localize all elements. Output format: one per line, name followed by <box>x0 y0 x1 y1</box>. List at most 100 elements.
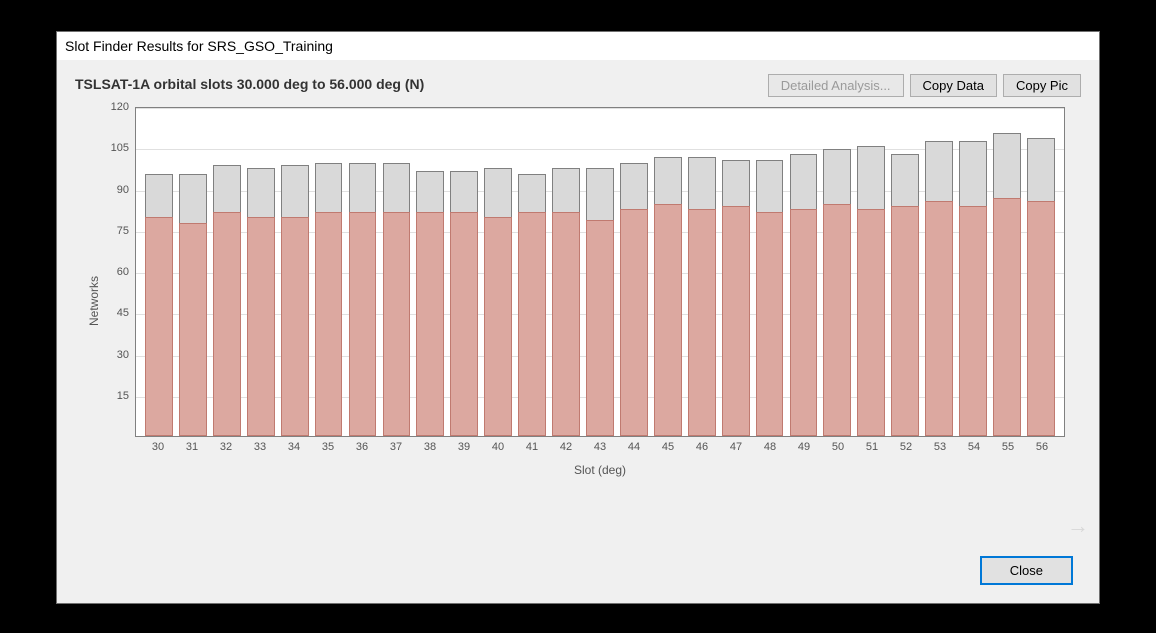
x-tick-label: 34 <box>277 441 311 459</box>
x-tick-label: 42 <box>549 441 583 459</box>
bar-slot <box>922 108 956 436</box>
close-button[interactable]: Close <box>980 556 1073 585</box>
bar <box>1027 138 1055 436</box>
bar-segment-upper <box>450 171 478 212</box>
bar <box>790 154 818 436</box>
detailed-analysis-button: Detailed Analysis... <box>768 74 904 97</box>
bar-segment-upper <box>620 163 648 209</box>
x-tick-label: 39 <box>447 441 481 459</box>
bar <box>281 165 309 436</box>
bar-slot <box>312 108 346 436</box>
bar-slot <box>481 108 515 436</box>
x-tick-label: 56 <box>1025 441 1059 459</box>
plot-area <box>135 107 1065 437</box>
y-tick-label: 105 <box>111 142 129 154</box>
y-tick-label: 30 <box>117 349 129 361</box>
bar-slot <box>379 108 413 436</box>
bar <box>823 149 851 436</box>
results-window: Slot Finder Results for SRS_GSO_Training… <box>56 31 1100 604</box>
x-tick-label: 51 <box>855 441 889 459</box>
bar-slot <box>583 108 617 436</box>
bar-slot <box>753 108 787 436</box>
bar-segment-lower <box>993 198 1021 436</box>
bar-segment-lower <box>179 223 207 436</box>
bar <box>654 157 682 436</box>
bar-segment-upper <box>315 163 343 212</box>
chart-title: TSLSAT-1A orbital slots 30.000 deg to 56… <box>75 74 424 92</box>
bar <box>959 141 987 436</box>
x-tick-label: 47 <box>719 441 753 459</box>
bar <box>518 174 546 436</box>
y-axis-ticks: 153045607590105120 <box>97 107 133 437</box>
x-tick-label: 43 <box>583 441 617 459</box>
bar-slot <box>787 108 821 436</box>
bar-slot <box>549 108 583 436</box>
bar-segment-lower <box>688 209 716 436</box>
bar-slot <box>617 108 651 436</box>
bar <box>586 168 614 436</box>
x-tick-label: 44 <box>617 441 651 459</box>
bar-segment-upper <box>281 165 309 217</box>
bar-slot <box>413 108 447 436</box>
x-tick-label: 37 <box>379 441 413 459</box>
bar-segment-upper <box>213 165 241 211</box>
x-tick-label: 49 <box>787 441 821 459</box>
x-axis-ticks: 3031323334353637383940414243444546474849… <box>135 441 1065 459</box>
bar-segment-upper <box>484 168 512 217</box>
copy-data-button[interactable]: Copy Data <box>910 74 997 97</box>
bar-segment-lower <box>484 217 512 436</box>
bar-segment-upper <box>586 168 614 220</box>
x-tick-label: 35 <box>311 441 345 459</box>
bar <box>450 171 478 436</box>
x-tick-label: 40 <box>481 441 515 459</box>
x-tick-label: 38 <box>413 441 447 459</box>
bar-segment-lower <box>790 209 818 436</box>
bar-segment-lower <box>281 217 309 436</box>
bar <box>145 174 173 436</box>
bar-segment-lower <box>383 212 411 436</box>
bar-segment-upper <box>416 171 444 212</box>
bar-segment-upper <box>959 141 987 207</box>
bar-slot <box>1024 108 1058 436</box>
x-tick-label: 33 <box>243 441 277 459</box>
bar-segment-lower <box>416 212 444 436</box>
bar-slot <box>854 108 888 436</box>
bar-segment-upper <box>823 149 851 204</box>
bar-segment-upper <box>993 133 1021 199</box>
window-title-bar: Slot Finder Results for SRS_GSO_Training <box>57 32 1099 60</box>
y-tick-label: 15 <box>117 390 129 402</box>
bar-segment-lower <box>925 201 953 436</box>
bar-segment-lower <box>620 209 648 436</box>
bar <box>688 157 716 436</box>
x-tick-label: 48 <box>753 441 787 459</box>
bar-segment-upper <box>925 141 953 201</box>
arrow-right-icon: → <box>1067 513 1089 539</box>
bar-slot <box>244 108 278 436</box>
y-tick-label: 120 <box>111 101 129 113</box>
bars-container <box>136 108 1064 436</box>
bar-slot <box>719 108 753 436</box>
x-tick-label: 30 <box>141 441 175 459</box>
x-axis-label: Slot (deg) <box>135 463 1065 477</box>
x-tick-label: 32 <box>209 441 243 459</box>
bar-segment-upper <box>349 163 377 212</box>
copy-pic-button[interactable]: Copy Pic <box>1003 74 1081 97</box>
bar-slot <box>651 108 685 436</box>
bar-slot <box>685 108 719 436</box>
footer: Close <box>980 556 1073 585</box>
bar <box>247 168 275 436</box>
bar <box>179 174 207 436</box>
x-tick-label: 54 <box>957 441 991 459</box>
bar-segment-lower <box>823 204 851 436</box>
window-content: TSLSAT-1A orbital slots 30.000 deg to 56… <box>57 60 1099 511</box>
y-tick-label: 60 <box>117 266 129 278</box>
x-tick-label: 41 <box>515 441 549 459</box>
bar-segment-upper <box>383 163 411 212</box>
toolbar: Detailed Analysis... Copy Data Copy Pic <box>768 74 1081 97</box>
bar <box>552 168 580 436</box>
x-tick-label: 50 <box>821 441 855 459</box>
header-row: TSLSAT-1A orbital slots 30.000 deg to 56… <box>75 74 1081 97</box>
bar-segment-upper <box>688 157 716 209</box>
x-tick-label: 31 <box>175 441 209 459</box>
bar-slot <box>956 108 990 436</box>
